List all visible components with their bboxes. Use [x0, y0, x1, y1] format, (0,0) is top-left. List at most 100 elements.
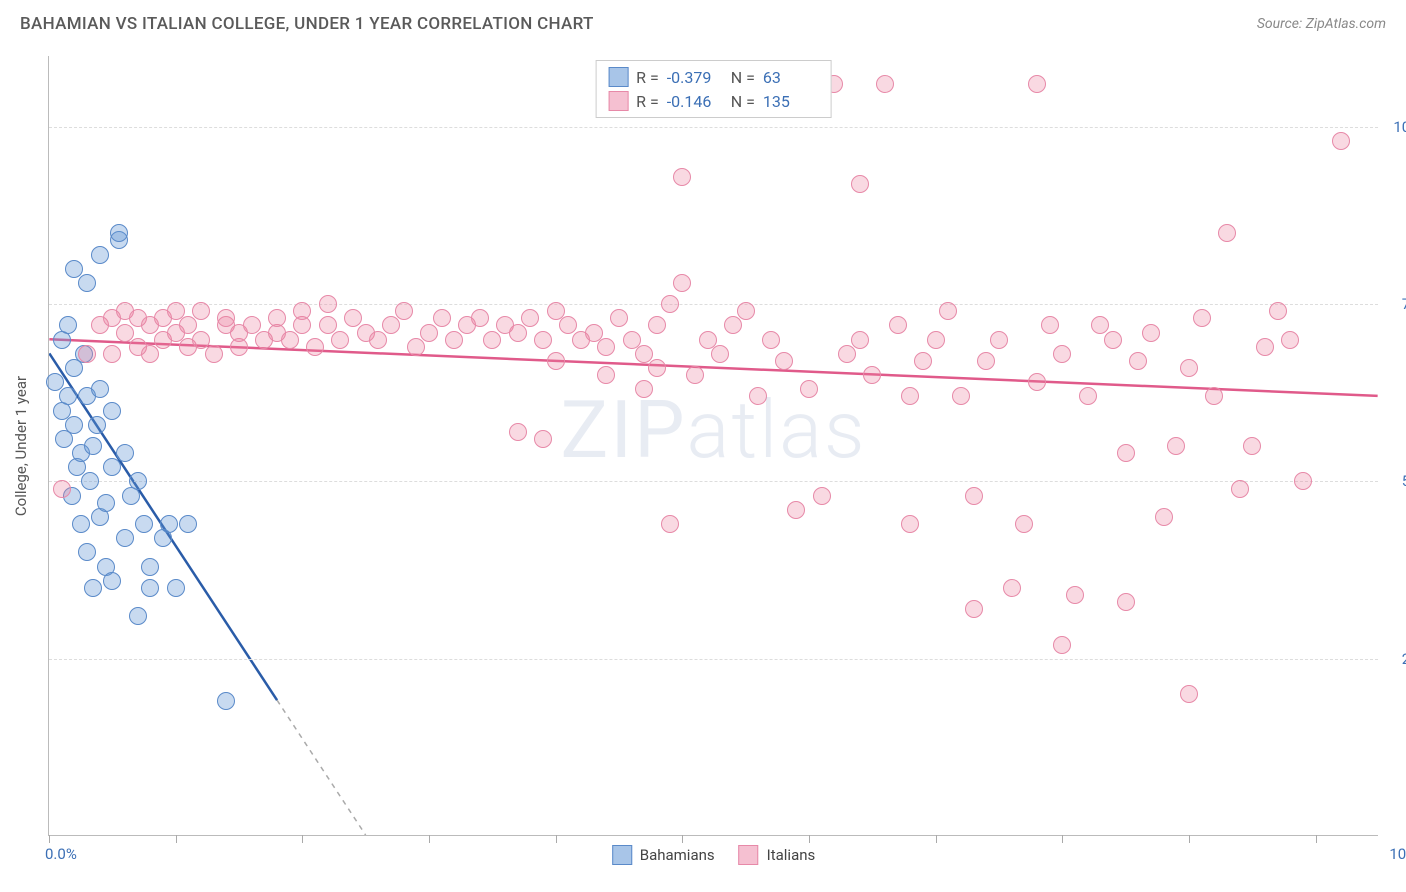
italian-point — [521, 309, 539, 327]
italian-point — [1281, 331, 1299, 349]
r-value: -0.146 — [667, 92, 723, 111]
italian-point — [863, 366, 881, 384]
italian-point — [53, 480, 71, 498]
italian-point — [534, 430, 552, 448]
italian-point — [509, 423, 527, 441]
legend-swatch — [608, 67, 628, 87]
bahamian-point — [116, 444, 134, 462]
y-tick-label: 75.0% — [1402, 295, 1406, 313]
italian-point — [673, 274, 691, 292]
italian-point — [281, 331, 299, 349]
italian-point — [1028, 75, 1046, 93]
legend-stat-row: R = -0.146 N = 135 — [608, 89, 819, 113]
italian-point — [851, 331, 869, 349]
legend-label: Italians — [767, 846, 816, 864]
italian-point — [268, 309, 286, 327]
bahamian-point — [59, 316, 77, 334]
italian-point — [1053, 636, 1071, 654]
italian-point — [78, 345, 96, 363]
bahamian-point — [116, 529, 134, 547]
italian-point — [1167, 437, 1185, 455]
x-tick — [809, 835, 810, 843]
italian-point — [1041, 316, 1059, 334]
italian-point — [1028, 373, 1046, 391]
bahamian-point — [129, 607, 147, 625]
y-axis-title: College, Under 1 year — [12, 375, 30, 515]
italian-point — [965, 487, 983, 505]
italian-point — [1294, 472, 1312, 490]
italian-point — [635, 380, 653, 398]
italian-point — [1117, 593, 1135, 611]
italian-point — [1066, 586, 1084, 604]
bahamian-point — [179, 515, 197, 533]
italian-point — [1053, 345, 1071, 363]
gridline — [49, 481, 1378, 482]
x-tick — [429, 835, 430, 843]
x-tick — [49, 835, 50, 843]
italian-point — [610, 309, 628, 327]
italian-point — [914, 352, 932, 370]
italian-point — [1256, 338, 1274, 356]
bahamian-point — [84, 579, 102, 597]
bahamian-point — [141, 579, 159, 597]
watermark: ZIPatlas — [560, 383, 866, 477]
x-axis-max-label: 100.0% — [1389, 845, 1406, 863]
n-label: N = — [731, 92, 755, 111]
bahamian-point — [81, 472, 99, 490]
bahamian-point — [84, 437, 102, 455]
italian-point — [597, 366, 615, 384]
italian-point — [1117, 444, 1135, 462]
chart-area: ZIPatlas College, Under 1 year R = -0.37… — [48, 56, 1378, 836]
italian-point — [1231, 480, 1249, 498]
italian-point — [597, 338, 615, 356]
x-tick — [1189, 835, 1190, 843]
italian-point — [927, 331, 945, 349]
bahamian-point — [103, 572, 121, 590]
x-tick — [1062, 835, 1063, 843]
italian-point — [483, 331, 501, 349]
italian-point — [775, 352, 793, 370]
gridline — [49, 659, 1378, 660]
italian-point — [1155, 508, 1173, 526]
italian-point — [851, 175, 869, 193]
bahamian-point — [160, 515, 178, 533]
r-value: -0.379 — [667, 68, 723, 87]
x-tick — [302, 835, 303, 843]
n-label: N = — [731, 68, 755, 87]
bahamian-point — [103, 402, 121, 420]
italian-point — [547, 352, 565, 370]
bahamian-point — [110, 224, 128, 242]
correlation-legend: R = -0.379 N = 63 R = -0.146 N = 135 — [595, 60, 832, 118]
bahamian-point — [97, 494, 115, 512]
y-tick-label: 50.0% — [1402, 472, 1406, 490]
italian-point — [331, 331, 349, 349]
italian-point — [141, 345, 159, 363]
legend-stat-row: R = -0.379 N = 63 — [608, 65, 819, 89]
italian-point — [813, 487, 831, 505]
italian-point — [1180, 359, 1198, 377]
bahamian-point — [88, 416, 106, 434]
bahamian-point — [91, 380, 109, 398]
legend-swatch — [739, 845, 759, 865]
legend-swatch — [612, 845, 632, 865]
r-label: R = — [636, 92, 659, 111]
x-tick — [1316, 835, 1317, 843]
chart-title: BAHAMIAN VS ITALIAN COLLEGE, UNDER 1 YEA… — [20, 14, 594, 34]
series-legend: Bahamians Italians — [612, 845, 816, 865]
italian-point — [800, 380, 818, 398]
italian-point — [648, 359, 666, 377]
y-tick-label: 100.0% — [1393, 118, 1406, 136]
italian-point — [876, 75, 894, 93]
italian-point — [661, 295, 679, 313]
italian-point — [737, 302, 755, 320]
gridline — [49, 127, 1378, 128]
italian-point — [369, 331, 387, 349]
italian-point — [509, 324, 527, 342]
italian-point — [433, 309, 451, 327]
r-label: R = — [636, 68, 659, 87]
italian-point — [1218, 224, 1236, 242]
italian-point — [407, 338, 425, 356]
italian-point — [1003, 579, 1021, 597]
gridline — [49, 304, 1378, 305]
y-tick-label: 25.0% — [1402, 650, 1406, 668]
